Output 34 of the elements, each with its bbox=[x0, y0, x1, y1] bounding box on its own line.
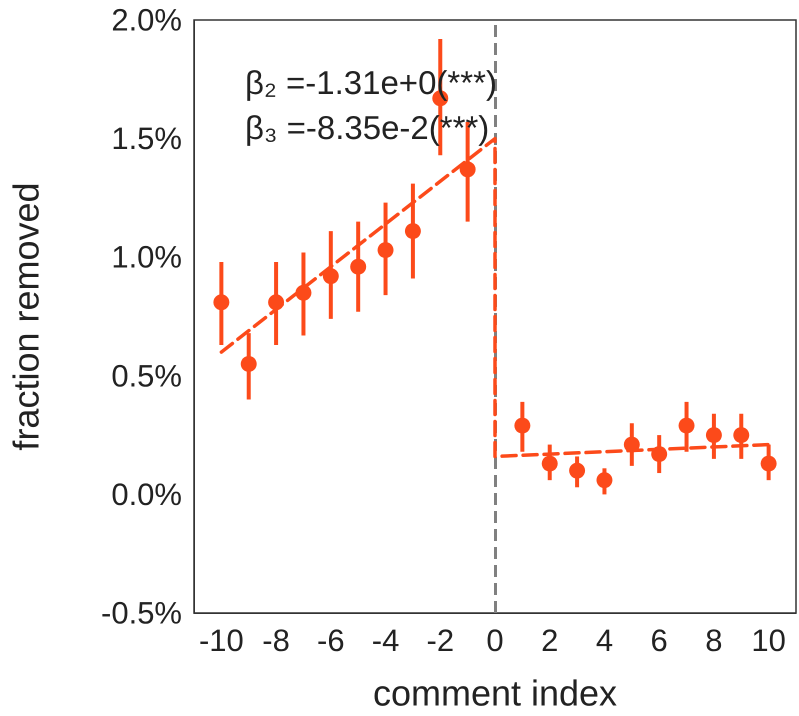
point bbox=[350, 258, 366, 275]
point bbox=[760, 456, 777, 472]
y-axis-title: fraction removed bbox=[6, 182, 46, 451]
y-tick-label: 0.5% bbox=[111, 358, 182, 394]
point bbox=[596, 472, 612, 488]
x-tick-label: 8 bbox=[705, 623, 723, 658]
point bbox=[733, 427, 750, 444]
y-tick-label: 1.0% bbox=[111, 240, 182, 275]
x-tick-label: -6 bbox=[317, 623, 345, 658]
y-tick-label: 0.0% bbox=[111, 476, 182, 512]
x-tick-label: -4 bbox=[372, 623, 400, 658]
point bbox=[240, 356, 257, 372]
point bbox=[322, 268, 339, 284]
x-tick-label: 10 bbox=[751, 623, 786, 658]
x-tick-label: 6 bbox=[650, 623, 668, 658]
x-tick-label: -8 bbox=[262, 623, 290, 658]
point bbox=[460, 161, 476, 178]
x-tick-label: 4 bbox=[596, 623, 614, 658]
point bbox=[569, 462, 586, 479]
y-tick-label: 1.5% bbox=[111, 121, 182, 156]
point bbox=[378, 242, 394, 258]
x-tick-label: -2 bbox=[426, 623, 454, 658]
point bbox=[213, 294, 230, 310]
point bbox=[542, 456, 558, 472]
point bbox=[404, 223, 421, 240]
point bbox=[678, 418, 695, 434]
x-tick-label: -10 bbox=[198, 623, 244, 658]
point bbox=[706, 427, 722, 444]
x-tick-label: 2 bbox=[541, 623, 558, 658]
y-tick-label: -0.5% bbox=[101, 596, 182, 630]
y-tick-label: 2.0% bbox=[111, 2, 182, 38]
point bbox=[514, 418, 530, 434]
x-tick-label: 0 bbox=[486, 623, 504, 658]
x-axis-title: comment index bbox=[372, 672, 618, 714]
